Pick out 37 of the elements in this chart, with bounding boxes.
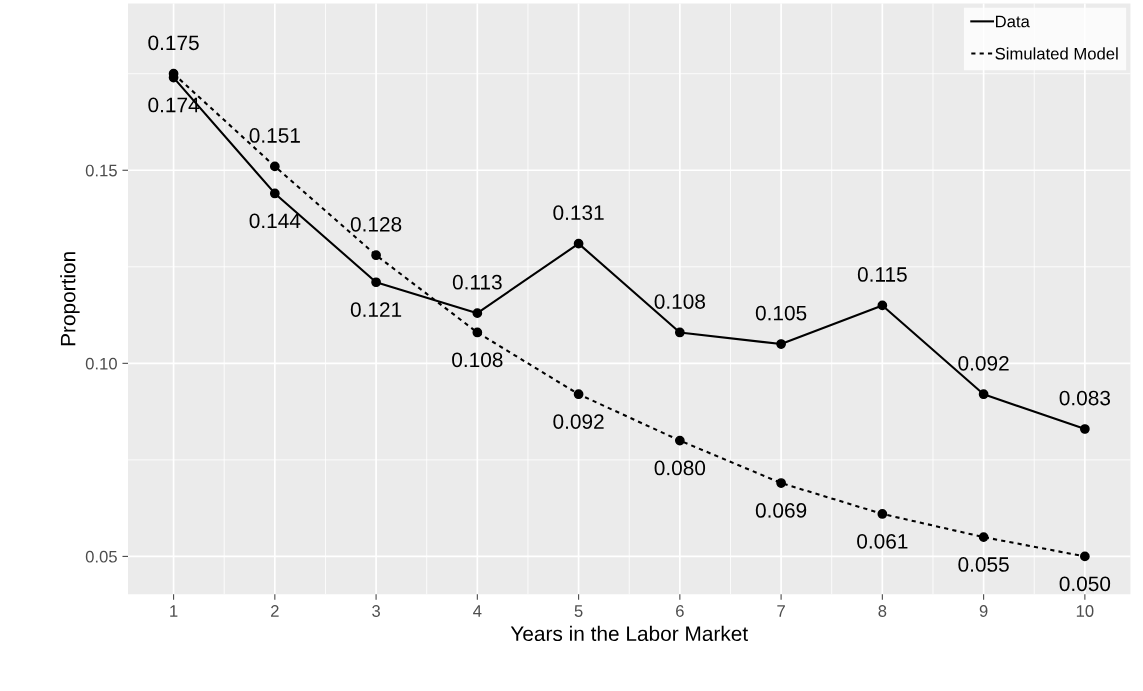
data-label: 0.092 [553, 414, 604, 429]
data-label: 0.055 [958, 557, 1009, 572]
data-label: 0.151 [249, 128, 300, 143]
data-label: 0.174 [148, 97, 200, 113]
y-tick-label: 0.15 [85, 164, 117, 177]
data-label: 0.061 [857, 533, 908, 549]
x-tick-label: 3 [372, 605, 380, 617]
data-label: 0.113 [452, 274, 502, 290]
x-tick-label: 1 [170, 605, 178, 617]
x-tick-label: 8 [878, 605, 887, 617]
y-tick-label: 0.05 [85, 550, 117, 563]
x-tick-label: 6 [676, 605, 684, 617]
data-label: 0.144 [249, 213, 301, 229]
data-label: 0.080 [654, 460, 706, 476]
y-axis-title: Proportion [60, 252, 80, 346]
data-label: 0.069 [755, 503, 807, 518]
data-label: 0.121 [350, 302, 402, 317]
data-label: 0.175 [148, 35, 199, 51]
data-label: 0.108 [654, 294, 706, 309]
data-label: 0.083 [1059, 390, 1111, 406]
legend-label: Simulated Model [995, 47, 1118, 60]
data-label: 0.128 [350, 216, 402, 232]
data-label: 0.131 [553, 205, 604, 221]
x-tick-label: 2 [271, 605, 279, 617]
data-label: 0.092 [958, 355, 1009, 371]
x-tick-label: 9 [979, 605, 988, 617]
legend-label: Data [996, 15, 1030, 28]
data-label: 0.050 [1059, 576, 1111, 592]
data-label: 0.115 [857, 267, 907, 282]
data-label: 0.105 [755, 305, 807, 321]
data-label: 0.108 [452, 352, 503, 368]
x-tick-label: 4 [473, 605, 482, 617]
x-tick-label: 10 [1076, 605, 1094, 617]
x-axis-title: Years in the Labor Market [510, 625, 748, 642]
y-tick-label: 0.10 [85, 357, 117, 370]
x-tick-label: 5 [574, 605, 583, 617]
x-tick-label: 7 [777, 605, 785, 617]
